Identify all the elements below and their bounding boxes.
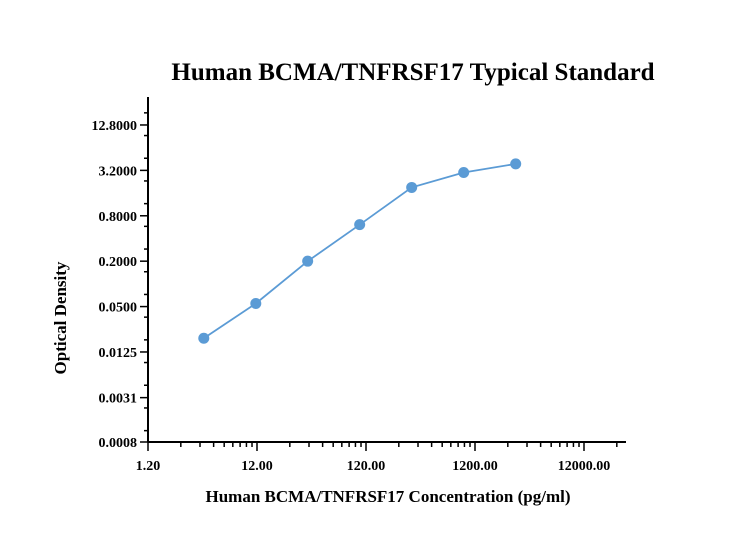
- y-tick-label: 12.8000: [92, 119, 138, 134]
- y-tick-label: 0.0125: [99, 346, 138, 361]
- y-tick-label: 0.2000: [99, 255, 138, 270]
- data-point: [198, 332, 210, 344]
- data-point: [458, 166, 470, 178]
- x-tick-label: 120.00: [347, 459, 386, 474]
- y-tick-label: 0.8000: [99, 210, 138, 225]
- y-ticks: 0.0008 0.0031 0.0125 0.0500 0.2000 0.8000 3.20…: [92, 112, 148, 451]
- series-line: [203, 163, 516, 340]
- data-point: [510, 158, 522, 170]
- y-tick-label: 0.0008: [99, 436, 138, 451]
- chart-title: Human BCMA/TNFRSF17 Typical Standard: [171, 59, 654, 86]
- x-tick-label: 1200.00: [452, 459, 498, 474]
- x-tick-label: 1.20: [136, 459, 161, 474]
- series-layer: [198, 158, 522, 344]
- data-point: [406, 181, 418, 193]
- x-tick-label: 12.00: [241, 459, 273, 474]
- y-tick-label: 3.2000: [99, 164, 138, 179]
- y-tick-label: 0.0500: [99, 301, 138, 316]
- axes: [147, 97, 626, 443]
- x-tick-label: 12000.00: [558, 459, 611, 474]
- data-point: [302, 255, 314, 267]
- data-point: [250, 297, 262, 309]
- x-axis-label: Human BCMA/TNFRSF17 Concentration (pg/ml…: [205, 487, 570, 506]
- x-ticks: 1.20 12.00 120.00 1200.00 12000.00: [136, 442, 618, 474]
- y-axis-label: Optical Density: [51, 261, 70, 374]
- data-point: [354, 219, 366, 231]
- y-tick-label: 0.0031: [99, 392, 138, 407]
